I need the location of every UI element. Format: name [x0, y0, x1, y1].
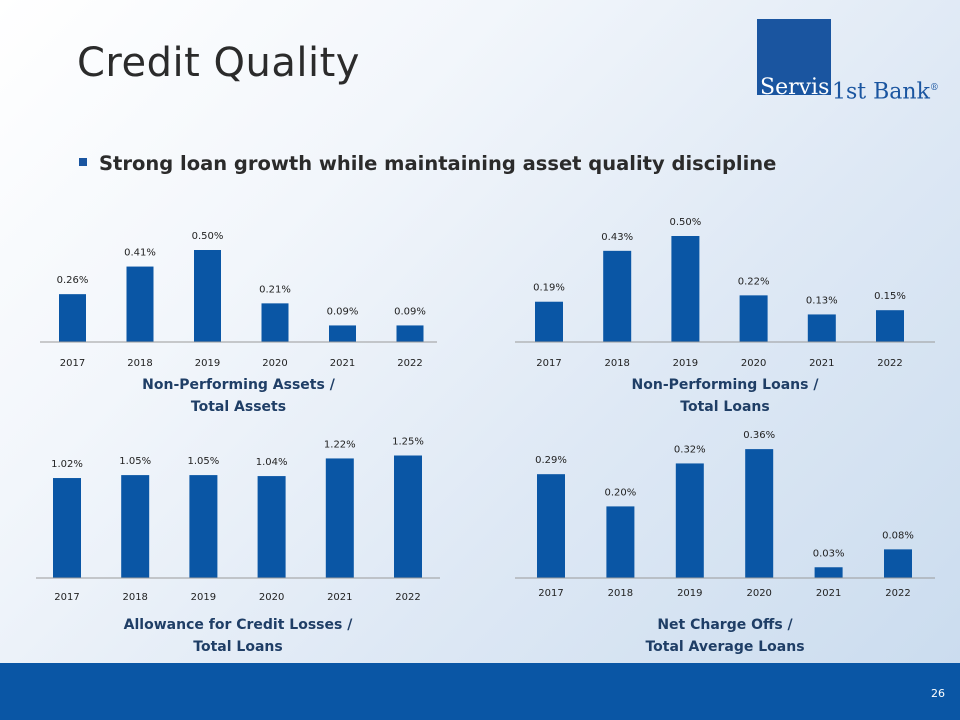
bar-2020 [261, 303, 289, 342]
bar-2018 [606, 506, 635, 578]
tick-label-2021: 2021 [330, 358, 355, 369]
chart-title-line-1: Net Charge Offs / [657, 617, 793, 633]
bullet-point: Strong loan growth while maintaining ass… [79, 152, 776, 175]
charts-canvas: 0.26% 2017 0.41% 2018 0.50% 2019 0.21% 2020 0.09… [36, 217, 935, 655]
bar-2022 [876, 310, 904, 342]
tick-label-2017: 2017 [538, 588, 563, 599]
tick-label-2021: 2021 [816, 588, 841, 599]
data-label-2021: 0.03% [813, 548, 845, 559]
tick-label-2019: 2019 [677, 588, 702, 599]
bar-2017 [59, 294, 86, 342]
data-label-2019: 0.50% [192, 231, 224, 242]
tick-label-2018: 2018 [604, 358, 629, 369]
data-label-2017: 1.02% [51, 459, 83, 470]
tick-label-2020: 2020 [746, 588, 771, 599]
data-label-2020: 1.04% [256, 457, 288, 468]
data-label-2019: 0.32% [674, 444, 706, 455]
data-label-2021: 0.09% [327, 306, 359, 317]
chart-title-line-2: Total Loans [680, 399, 769, 415]
tick-label-2022: 2022 [395, 592, 420, 603]
data-label-2018: 0.20% [605, 487, 637, 498]
tick-label-2019: 2019 [191, 592, 216, 603]
chart-3: 1.02% 2017 1.05% 2018 1.05% 2019 1.04% 2020 1.22… [36, 437, 440, 655]
chart-title-line-2: Total Average Loans [645, 639, 804, 655]
bar-2022 [396, 325, 424, 342]
chart-title-line-2: Total Loans [193, 639, 282, 655]
bar-2021 [329, 325, 356, 342]
bar-2022 [394, 455, 422, 578]
tick-label-2021: 2021 [327, 592, 352, 603]
data-label-2017: 0.26% [57, 275, 89, 286]
chart-1: 0.26% 2017 0.41% 2018 0.50% 2019 0.21% 2020 0.09… [40, 231, 437, 415]
tick-label-2017: 2017 [54, 592, 79, 603]
bar-2019 [671, 236, 700, 342]
bar-2019 [675, 463, 704, 578]
tick-label-2019: 2019 [673, 358, 698, 369]
bar-2021 [325, 458, 354, 578]
data-label-2022: 0.09% [394, 306, 426, 317]
tick-label-2022: 2022 [885, 588, 910, 599]
data-label-2018: 1.05% [119, 456, 151, 467]
data-label-2020: 0.22% [738, 276, 770, 287]
data-label-2022: 1.25% [392, 437, 424, 448]
chart-title-line-1: Allowance for Credit Losses / [124, 617, 354, 633]
data-label-2019: 0.50% [670, 217, 702, 228]
footer-bar: 26 [0, 663, 960, 720]
tick-label-2021: 2021 [809, 358, 834, 369]
tick-label-2017: 2017 [536, 358, 561, 369]
bullet-text: Strong loan growth while maintaining ass… [99, 152, 777, 175]
bar-2020 [739, 295, 768, 342]
data-label-2019: 1.05% [188, 456, 220, 467]
bar-2020 [257, 476, 286, 578]
logo-text-servis: Servis [760, 75, 830, 100]
bar-2020 [745, 449, 774, 578]
data-label-2020: 0.36% [743, 430, 775, 441]
tick-label-2017: 2017 [60, 358, 85, 369]
data-label-2021: 1.22% [324, 439, 356, 450]
data-label-2022: 0.08% [882, 530, 914, 541]
data-label-2018: 0.41% [124, 248, 156, 259]
data-label-2021: 0.13% [806, 295, 838, 306]
bar-2022 [884, 549, 912, 578]
page-number: 26 [931, 687, 945, 700]
chart-2: 0.19% 2017 0.43% 2018 0.50% 2019 0.22% 2020 0.13… [515, 217, 935, 415]
bar-2021 [807, 314, 836, 342]
data-label-2017: 0.19% [533, 283, 565, 294]
tick-label-2022: 2022 [397, 358, 422, 369]
bar-2021 [814, 567, 843, 578]
data-label-2020: 0.21% [259, 284, 291, 295]
tick-label-2018: 2018 [122, 592, 147, 603]
tick-label-2020: 2020 [741, 358, 766, 369]
servis1st-bank-logo: Servis 1st Bank® [757, 19, 947, 103]
data-label-2022: 0.15% [874, 291, 906, 302]
chart-4: 0.29% 2017 0.20% 2018 0.32% 2019 0.36% 2020 0.03… [515, 430, 935, 655]
bar-2018 [603, 250, 632, 342]
bar-2017 [537, 474, 565, 578]
data-label-2017: 0.29% [535, 455, 567, 466]
tick-label-2022: 2022 [877, 358, 902, 369]
logo-text-1st-bank: 1st Bank [832, 79, 930, 105]
bullet-square-icon [79, 158, 87, 166]
slide-title: Credit Quality [77, 40, 360, 86]
bar-2019 [194, 250, 221, 342]
chart-title-line-1: Non-Performing Loans / [632, 377, 820, 393]
logo-registered-mark: ® [929, 83, 939, 93]
bar-2017 [535, 301, 563, 342]
tick-label-2020: 2020 [259, 592, 284, 603]
logo-box [757, 19, 831, 95]
tick-label-2019: 2019 [195, 358, 220, 369]
bar-2017 [53, 478, 81, 578]
logo-text-bank: 1st Bank® [832, 78, 939, 105]
chart-title-line-2: Total Assets [191, 399, 286, 415]
bar-2018 [121, 475, 150, 578]
tick-label-2020: 2020 [262, 358, 287, 369]
bar-2018 [126, 266, 154, 342]
chart-title-line-1: Non-Performing Assets / [142, 377, 336, 393]
bar-2019 [189, 475, 218, 578]
data-label-2018: 0.43% [601, 232, 633, 243]
tick-label-2018: 2018 [127, 358, 152, 369]
tick-label-2018: 2018 [608, 588, 633, 599]
